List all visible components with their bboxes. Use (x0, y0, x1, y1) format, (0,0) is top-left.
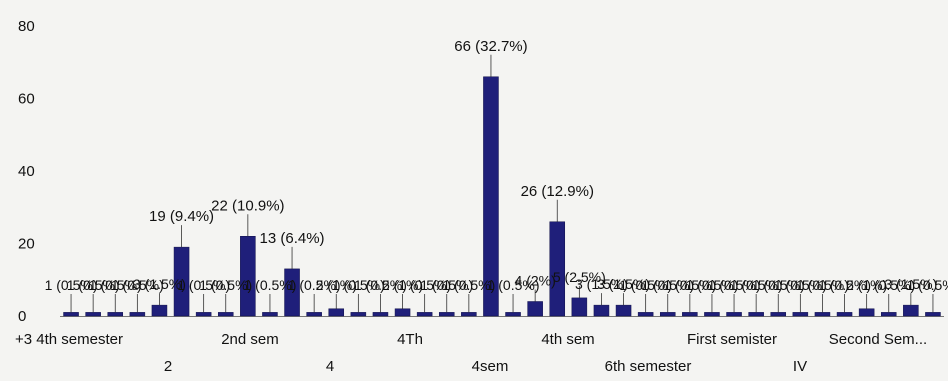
x-category-label: 4Th (397, 331, 423, 348)
bar (527, 301, 543, 317)
data-label: 1 (0.5%) (906, 277, 948, 293)
bar (880, 312, 897, 317)
bar (836, 312, 853, 317)
x-category-label: First semister (687, 331, 777, 348)
data-label: 3 (1.5%) (575, 276, 628, 292)
data-label: 1 (0.5%) (89, 277, 142, 293)
data-label: 3 (1.5%) (884, 276, 937, 292)
y-tick-label: 60 (18, 91, 35, 108)
bar (217, 312, 234, 317)
bar (571, 297, 588, 317)
bar (748, 312, 764, 317)
data-label: 1 (0.5%) (774, 277, 827, 293)
x-category-label: 4th sem (541, 331, 594, 348)
bar (416, 312, 433, 317)
bar (814, 312, 831, 317)
bar (637, 312, 654, 317)
bar (107, 312, 124, 317)
bar (85, 312, 101, 317)
bar (328, 308, 345, 317)
data-label: 1 (0.5%) (420, 277, 473, 293)
x-category-label: 4sem (472, 358, 509, 375)
bar (704, 312, 720, 317)
bar (615, 304, 632, 317)
data-label: 1 (0.5%) (796, 277, 849, 293)
bar (129, 312, 146, 317)
x-category-label: 6th semester (605, 358, 692, 375)
bar (770, 312, 787, 317)
bar (151, 304, 168, 317)
data-label: 1 (0.5%) (398, 277, 451, 293)
data-label: 1 (0.5%) (177, 277, 230, 293)
bar (306, 312, 322, 317)
data-label: 26 (12.9%) (521, 183, 594, 200)
x-category-label: 2nd sem (221, 331, 279, 348)
bar (792, 312, 809, 317)
data-label: 1 (0.5%) (487, 277, 540, 293)
bar (438, 312, 455, 317)
bar (372, 312, 389, 317)
bar (858, 308, 875, 317)
bar (505, 312, 521, 317)
y-tick-label: 20 (18, 236, 35, 253)
bar (726, 312, 742, 317)
data-label: 3 (1.5%) (597, 276, 650, 292)
data-label: 13 (6.4%) (260, 230, 325, 247)
data-label: 22 (10.9%) (211, 197, 284, 214)
x-category-label: Second Sem... (829, 331, 927, 348)
data-label: 1 (0.5%) (332, 277, 385, 293)
data-label: 4 (2%) (515, 273, 556, 289)
data-label: 1 (0.5%) (663, 277, 716, 293)
data-label: 1 (0.5%) (243, 277, 296, 293)
x-category-label: 4 (326, 358, 334, 375)
data-label: 1 (0.5%) (641, 277, 694, 293)
data-label: 1 (0.5%) (67, 277, 120, 293)
data-label: 1 (0.5%) (752, 277, 805, 293)
data-label: 2 (1%) (316, 277, 357, 293)
data-label: 1 (0.5%) (708, 277, 761, 293)
bar (461, 312, 477, 317)
y-tick-label: 40 (18, 163, 35, 180)
bar (394, 308, 411, 317)
data-label: 3 (1.5%) (133, 276, 186, 292)
data-label: 1 (0.5%) (730, 277, 783, 293)
bar (682, 312, 698, 317)
bar (659, 312, 676, 317)
bar (903, 304, 919, 317)
bar (195, 312, 212, 317)
data-label: 66 (32.7%) (454, 38, 527, 55)
data-label: 5 (2.5%) (553, 269, 606, 285)
data-label: 2 (1%) (846, 277, 887, 293)
data-label: 19 (9.4%) (149, 208, 214, 225)
data-label: 1 (0.5%) (288, 277, 341, 293)
x-category-label: IV (793, 358, 807, 375)
data-label: 1 (0.5%) (818, 277, 871, 293)
data-label: 1 (0.5%) (619, 277, 672, 293)
bar (350, 312, 367, 317)
data-label: 1 (0.5%) (45, 277, 98, 293)
y-tick-label: 80 (18, 18, 35, 35)
x-category-label: +3 4th semester (15, 331, 123, 348)
data-label: 1 (0.5%) (354, 277, 407, 293)
y-tick-label: 0 (18, 308, 26, 325)
data-label: 1 (0.5%) (199, 277, 252, 293)
bar (593, 304, 610, 317)
data-label: 1 (0.5%) (862, 277, 915, 293)
bar (63, 312, 79, 317)
data-label: 2 (1%) (382, 277, 423, 293)
data-label: 1 (0.5%) (111, 277, 164, 293)
bar (925, 312, 941, 317)
x-category-label: 2 (164, 358, 172, 375)
data-label: 1 (0.5%) (442, 277, 495, 293)
bar (262, 312, 278, 317)
data-label: 1 (0.5%) (685, 277, 738, 293)
